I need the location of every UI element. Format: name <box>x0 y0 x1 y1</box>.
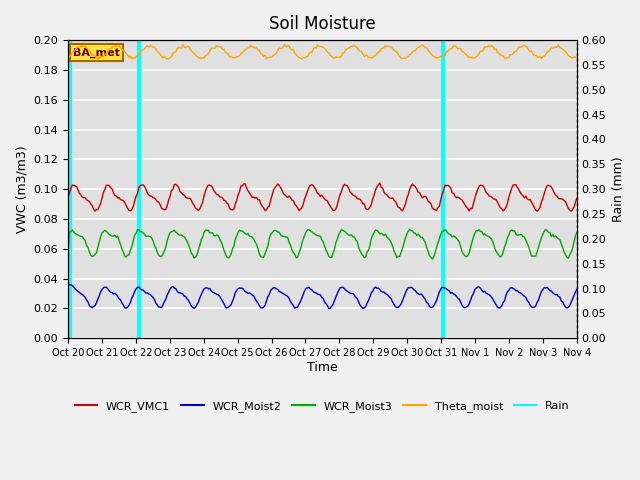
X-axis label: Time: Time <box>307 361 338 374</box>
Y-axis label: VWC (m3/m3): VWC (m3/m3) <box>15 145 28 233</box>
Text: BA_met: BA_met <box>73 48 120 58</box>
Title: Soil Moisture: Soil Moisture <box>269 15 376 33</box>
Legend: WCR_VMC1, WCR_Moist2, WCR_Moist3, Theta_moist, Rain: WCR_VMC1, WCR_Moist2, WCR_Moist3, Theta_… <box>70 396 574 416</box>
Y-axis label: Rain (mm): Rain (mm) <box>612 156 625 222</box>
